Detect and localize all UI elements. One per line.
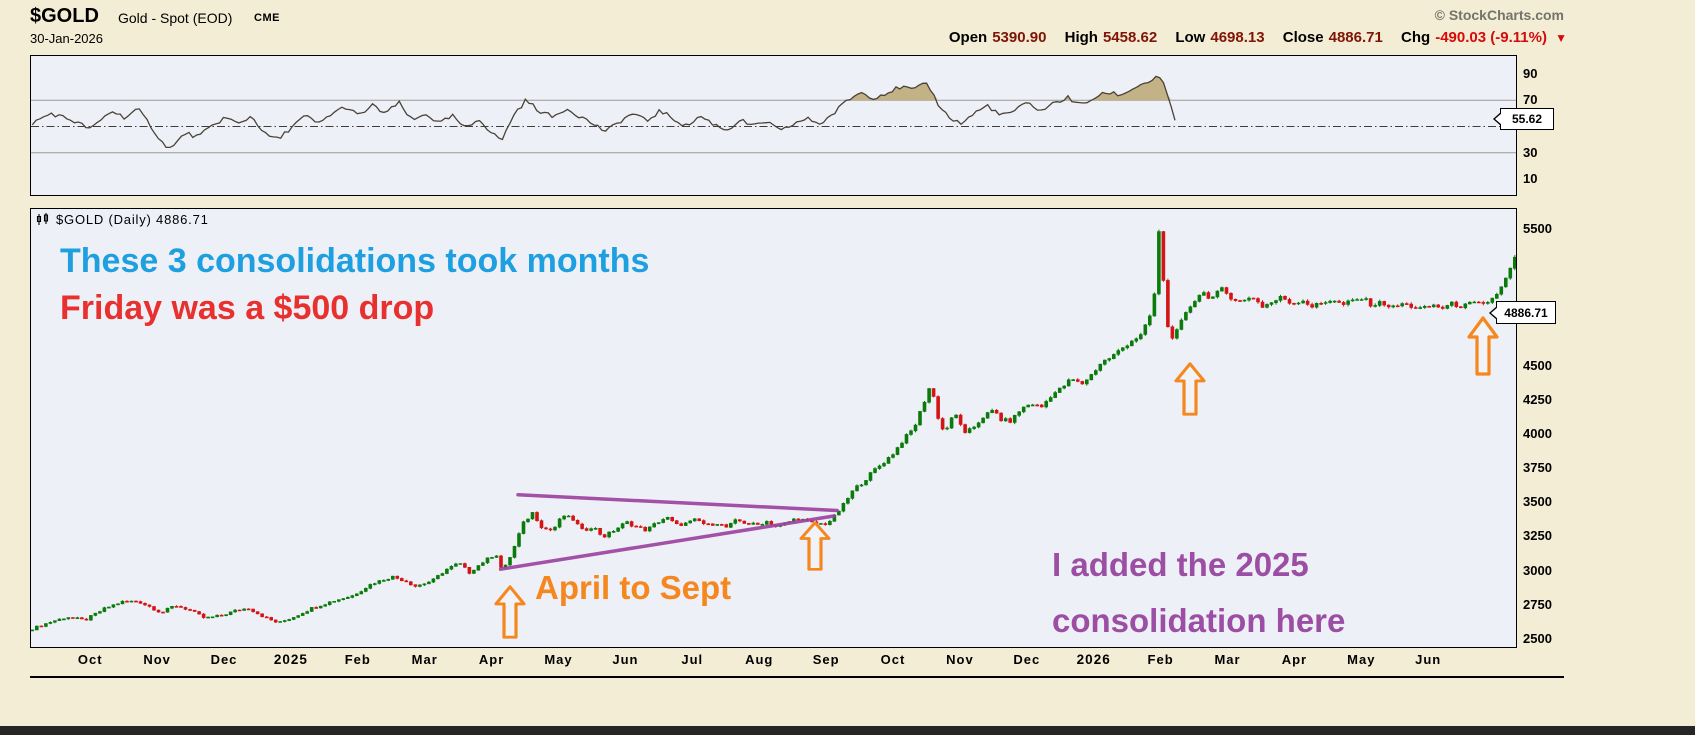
orange-up-arrow — [799, 521, 831, 576]
down-triangle-icon: ▼ — [1555, 31, 1567, 45]
open-value: 5390.90 — [992, 29, 1047, 46]
close-label: Close — [1282, 29, 1324, 46]
rsi-value-tag: 55.62 — [1500, 108, 1554, 130]
high-label: High — [1064, 29, 1098, 46]
price-panel — [30, 208, 1517, 648]
bottom-divider — [30, 676, 1564, 678]
price-axis-label: 5500 — [1523, 221, 1552, 237]
annotation-blue-text: These 3 consolidations took months — [60, 242, 650, 280]
close-value: 4886.71 — [1328, 29, 1383, 46]
chart-date: 30-Jan-2026 — [30, 31, 103, 46]
candlestick-plot — [31, 229, 1516, 632]
date-axis-label: Aug — [745, 652, 774, 667]
date-axis-label: May — [544, 652, 573, 667]
high-value: 5458.62 — [1102, 29, 1158, 46]
next-panel-edge — [0, 726, 1695, 735]
date-axis-label: May — [1347, 652, 1376, 667]
annotation-purple-line1: I added the 2025 — [1052, 546, 1309, 583]
price-axis-label: 3750 — [1523, 460, 1552, 476]
stockcharts-copyright-link[interactable]: © StockCharts.com — [1434, 7, 1564, 23]
rsi-axis-label: 30 — [1523, 144, 1538, 160]
open-label: Open — [948, 29, 988, 46]
chart-title: $GOLD (Daily) 4886.71 — [36, 212, 209, 227]
date-axis-label: Jun — [1415, 652, 1442, 667]
date-axis-label: Mar — [1214, 652, 1241, 667]
price-axis-label: 4500 — [1523, 357, 1552, 373]
annotation-purple-text: I added the 2025 consolidation here — [1052, 537, 1345, 649]
date-axis-label: Oct — [77, 652, 103, 667]
candlestick-icon — [36, 213, 49, 225]
rsi-axis-label: 90 — [1523, 66, 1538, 81]
date-axis-label: 2026 — [1076, 652, 1111, 667]
price-axis-label: 4250 — [1523, 392, 1552, 407]
low-label: Low — [1175, 29, 1206, 46]
annotation-orange-text: April to Sept — [535, 569, 732, 606]
date-axis-label: Dec — [210, 652, 238, 667]
date-axis-label: Jul — [681, 652, 704, 667]
price-axis-label: 2500 — [1523, 630, 1552, 646]
date-axis-label: Sep — [812, 652, 840, 667]
date-axis-label: Nov — [946, 652, 974, 667]
date-axis-label: Apr — [478, 652, 505, 667]
date-axis-label: Feb — [344, 652, 371, 667]
rsi-plot — [31, 75, 1516, 154]
orange-up-arrow — [1174, 362, 1206, 421]
rsi-indicator-panel — [30, 55, 1517, 196]
date-axis-label: Dec — [1013, 652, 1041, 667]
date-axis-label: Jun — [612, 652, 639, 667]
orange-up-arrow — [494, 584, 526, 644]
orange-up-arrow — [1467, 316, 1499, 381]
date-axis-label: Apr — [1281, 652, 1308, 667]
price-axis-label: 2750 — [1523, 596, 1552, 612]
symbol: $GOLD — [30, 5, 99, 27]
change-value: -490.03 (-9.11%) — [1435, 29, 1547, 46]
date-axis-label: Feb — [1147, 652, 1174, 667]
purple-trendline — [498, 514, 836, 571]
price-axis-label: 3500 — [1523, 494, 1552, 510]
ohlc-quote-row: Open 5390.90 High 5458.62 Low 4698.13 Close… — [949, 29, 1567, 46]
date-axis-label: Mar — [411, 652, 438, 667]
annotation-purple-line2: consolidation here — [1052, 602, 1346, 639]
date-axis-label: Nov — [143, 652, 171, 667]
chart-title-text: $GOLD (Daily) 4886.71 — [56, 212, 209, 227]
annotation-red-text: Friday was a $500 drop — [60, 289, 435, 327]
exchange-label: CME — [254, 12, 280, 24]
date-axis-label: Oct — [880, 652, 906, 667]
price-axis-label: 4000 — [1523, 426, 1552, 442]
rsi-axis-label: 70 — [1523, 92, 1538, 108]
purple-trendline — [516, 493, 839, 513]
rsi-axis-label: 10 — [1523, 171, 1538, 186]
date-axis-label: 2025 — [273, 652, 308, 667]
last-price-tag: 4886.71 — [1496, 301, 1556, 324]
low-value: 4698.13 — [1210, 29, 1265, 46]
change-label: Chg — [1401, 29, 1431, 46]
symbol-name: Gold - Spot (EOD) — [118, 10, 233, 26]
price-axis-label: 3250 — [1523, 528, 1552, 544]
price-axis-label: 3000 — [1523, 562, 1552, 578]
